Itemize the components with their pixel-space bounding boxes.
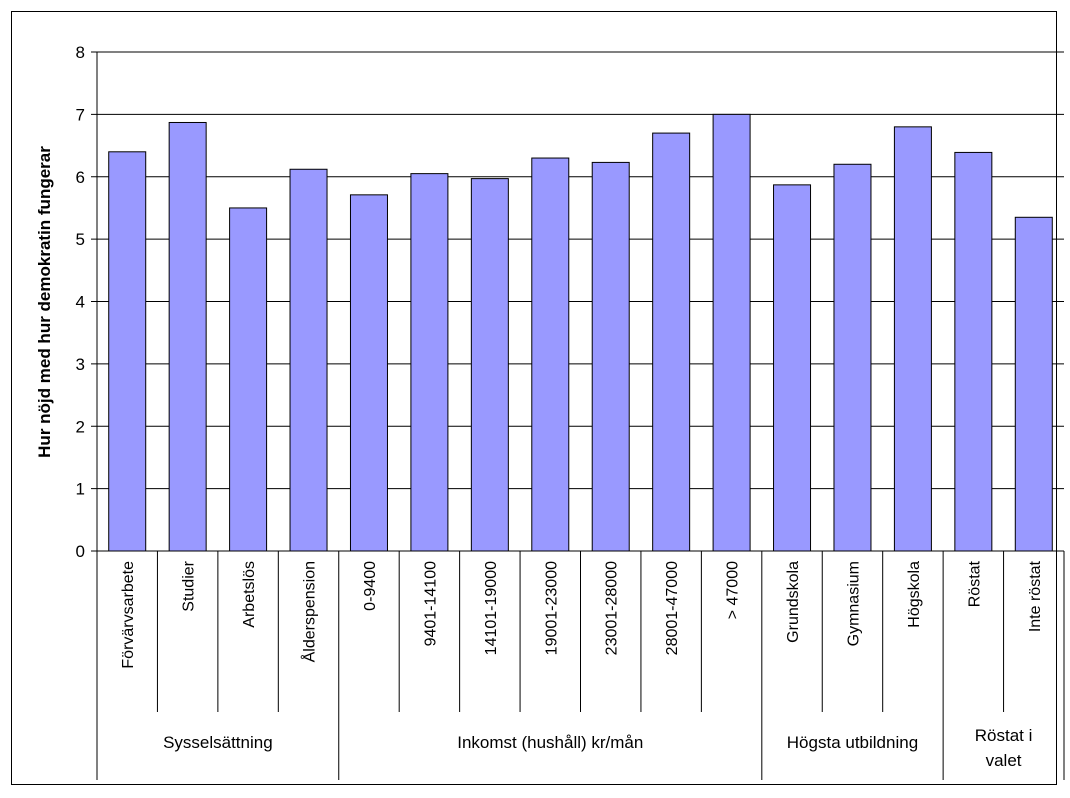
axes (91, 51, 1065, 780)
category-label: 28001-47000 (664, 561, 681, 655)
y-tick-label: 0 (76, 542, 85, 561)
y-tick-label: 4 (76, 293, 85, 312)
bar (712, 113, 751, 552)
category-label: 0-9400 (362, 561, 379, 611)
bars (108, 113, 1053, 552)
y-tick-label: 2 (76, 417, 85, 436)
category-label: Gymnasium (845, 561, 862, 646)
bar (349, 194, 388, 552)
group-label: Röstat i valet (975, 726, 1033, 770)
bar (652, 132, 691, 552)
y-tick-label: 5 (76, 230, 85, 249)
y-tick-label: 6 (76, 168, 85, 187)
category-label: > 47000 (725, 561, 742, 619)
category-label: Inte röstat (1027, 560, 1044, 632)
category-labels: Förvärvsarbete Studier Arbetslös Ålderspens… (120, 560, 1044, 668)
group-labels: Sysselsättning Inkomst (hushåll) kr/mån Hö… (163, 726, 1032, 770)
category-label: 23001-28000 (604, 561, 621, 655)
bar (229, 207, 268, 552)
group-label: Inkomst (hushåll) kr/mån (457, 733, 643, 752)
y-axis-label: Hur nöjd med hur demokratin fungerar (35, 146, 54, 458)
category-label: Studier (181, 560, 198, 611)
bar (168, 121, 207, 552)
bar (108, 151, 147, 552)
bar (954, 151, 993, 552)
category-label: Grundskola (785, 561, 802, 643)
group-label: Högsta utbildning (787, 733, 918, 752)
category-label: 19001-23000 (543, 561, 560, 655)
category-label: Förvärvsarbete (120, 561, 137, 669)
bar (531, 157, 570, 552)
y-tick-label: 7 (76, 105, 85, 124)
category-label: Högskola (906, 561, 923, 628)
bar (1014, 216, 1053, 552)
y-tick-label: 8 (76, 43, 85, 62)
bar (591, 161, 630, 552)
bar (289, 168, 328, 552)
bar (470, 178, 509, 552)
bar (773, 184, 812, 552)
y-tick-label: 1 (76, 480, 85, 499)
group-label: Sysselsättning (163, 733, 273, 752)
category-label: Röstat (966, 560, 983, 607)
bar (833, 163, 872, 552)
category-label: Arbetslös (241, 561, 258, 628)
bar (893, 126, 932, 552)
y-tick-labels: 0 1 2 3 4 5 6 7 8 (76, 43, 85, 561)
category-label: 14101-19000 (483, 561, 500, 655)
bar (410, 173, 449, 552)
y-tick-label: 3 (76, 355, 85, 374)
category-label: Ålderspension (300, 561, 319, 662)
category-label: 9401-14100 (422, 561, 439, 647)
